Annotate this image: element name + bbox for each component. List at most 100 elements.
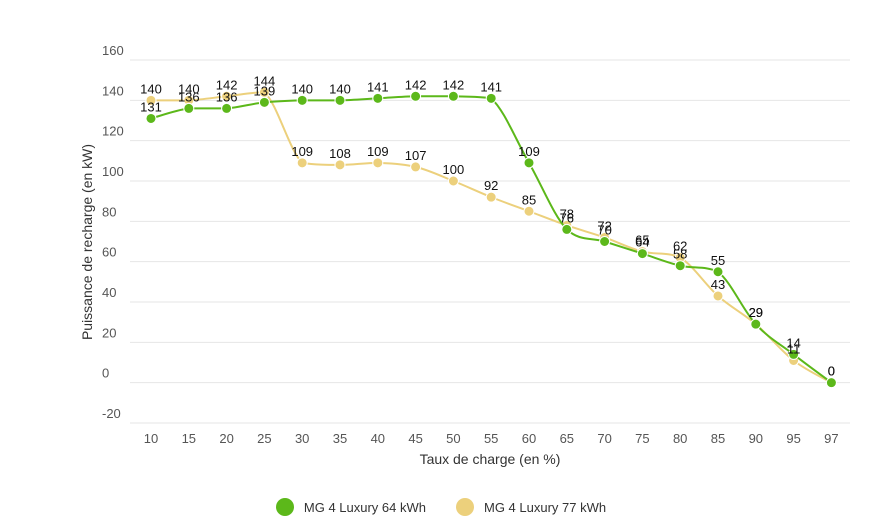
y-axis-title: Puissance de recharge (en kW) <box>79 144 95 340</box>
y-tick-label: 140 <box>102 83 124 98</box>
data-point-64kwh[interactable] <box>258 96 270 108</box>
data-label-77kwh: 107 <box>405 148 427 163</box>
data-point-64kwh[interactable] <box>145 112 157 124</box>
data-label-64kwh: 142 <box>443 77 465 92</box>
data-point-77kwh[interactable] <box>712 290 724 302</box>
data-point-64kwh[interactable] <box>825 377 837 389</box>
x-tick-label: 60 <box>522 431 536 446</box>
data-point-64kwh[interactable] <box>788 348 800 360</box>
y-tick-label: 40 <box>102 285 116 300</box>
x-tick-label: 20 <box>219 431 233 446</box>
data-label-64kwh: 70 <box>597 223 611 238</box>
data-label-77kwh: 72 <box>597 218 611 233</box>
data-point-64kwh[interactable] <box>183 102 195 114</box>
series-line-77kwh <box>151 91 832 384</box>
data-point-77kwh[interactable] <box>372 157 384 169</box>
data-label-77kwh: 29 <box>749 305 763 320</box>
data-label-77kwh: 144 <box>254 73 276 88</box>
y-tick-label: 160 <box>102 43 124 58</box>
x-tick-label: 97 <box>824 431 838 446</box>
data-point-64kwh[interactable] <box>372 92 384 104</box>
data-label-77kwh: 65 <box>635 233 649 248</box>
legend-item-77kwh[interactable]: MG 4 Luxury 77 kWh <box>456 498 606 516</box>
data-point-64kwh[interactable] <box>674 260 686 272</box>
x-tick-label: 70 <box>597 431 611 446</box>
data-label-64kwh: 139 <box>254 83 276 98</box>
x-tick-label: 35 <box>333 431 347 446</box>
data-label-64kwh: 29 <box>749 305 763 320</box>
x-tick-label: 45 <box>408 431 422 446</box>
data-label-77kwh: 140 <box>140 81 162 96</box>
data-point-64kwh[interactable] <box>599 236 611 247</box>
data-label-77kwh: 78 <box>560 206 574 221</box>
data-label-64kwh: 136 <box>178 89 200 104</box>
x-tick-label: 10 <box>144 431 158 446</box>
data-point-64kwh[interactable] <box>750 318 762 330</box>
data-label-64kwh: 141 <box>367 79 389 94</box>
data-point-77kwh[interactable] <box>145 94 157 106</box>
series-64kwh <box>145 90 837 389</box>
y-tick-label: -20 <box>102 406 121 421</box>
data-label-64kwh: 14 <box>786 335 800 350</box>
x-tick-label: 50 <box>446 431 460 446</box>
data-label-77kwh: 108 <box>329 146 351 161</box>
grid-lines <box>130 59 850 424</box>
data-point-64kwh[interactable] <box>447 90 459 102</box>
data-label-77kwh: 100 <box>443 162 465 177</box>
data-label-77kwh: 109 <box>367 144 389 159</box>
x-tick-label: 30 <box>295 431 309 446</box>
y-tick-label: 100 <box>102 164 124 179</box>
series-line-64kwh <box>150 95 832 384</box>
data-label-64kwh: 140 <box>329 81 351 96</box>
x-tick-label: 40 <box>371 431 385 446</box>
x-tick-label: 25 <box>257 431 271 446</box>
y-tick-label: 120 <box>102 124 124 139</box>
series-layer <box>145 86 837 389</box>
legend-marker-64kwh <box>275 498 294 516</box>
data-point-64kwh[interactable] <box>712 266 724 278</box>
data-point-77kwh[interactable] <box>221 90 233 102</box>
legend-label-77kwh: MG 4 Luxury 77 kWh <box>484 499 607 515</box>
data-point-64kwh[interactable] <box>296 94 308 106</box>
x-tick-label: 95 <box>786 431 800 446</box>
data-point-64kwh[interactable] <box>523 157 535 169</box>
data-label-77kwh: 0 <box>828 364 835 379</box>
legend-marker-77kwh <box>456 498 474 516</box>
data-point-64kwh[interactable] <box>410 90 422 102</box>
x-tick-label: 90 <box>749 431 763 446</box>
data-point-64kwh[interactable] <box>485 92 497 104</box>
data-point-77kwh[interactable] <box>485 191 497 203</box>
data-point-77kwh[interactable] <box>334 159 346 171</box>
data-point-64kwh[interactable] <box>636 248 648 260</box>
x-tick-label: 15 <box>182 431 196 446</box>
x-tick-label: 85 <box>711 431 725 446</box>
data-label-64kwh: 136 <box>216 89 238 104</box>
data-label-77kwh: 109 <box>291 144 313 159</box>
data-label-64kwh: 140 <box>291 81 313 96</box>
y-tick-label: 80 <box>102 204 116 219</box>
data-point-77kwh[interactable] <box>296 157 308 169</box>
data-point-77kwh[interactable] <box>447 175 459 187</box>
data-point-64kwh[interactable] <box>561 223 573 235</box>
data-point-77kwh[interactable] <box>410 161 422 173</box>
data-label-64kwh: 0 <box>828 364 835 379</box>
data-point-77kwh[interactable] <box>523 205 535 217</box>
data-label-64kwh: 58 <box>673 247 687 262</box>
x-tick-label: 75 <box>635 431 649 446</box>
y-tick-label: 60 <box>102 245 116 260</box>
data-point-64kwh[interactable] <box>334 94 346 106</box>
data-label-64kwh: 76 <box>560 210 574 225</box>
data-label-77kwh: 62 <box>673 239 687 254</box>
data-label-64kwh: 64 <box>635 235 649 250</box>
x-tick-label: 80 <box>673 431 687 446</box>
data-point-64kwh[interactable] <box>221 102 233 114</box>
y-tick-label: 0 <box>102 366 109 381</box>
data-label-64kwh: 131 <box>140 99 162 114</box>
data-label-64kwh: 109 <box>518 144 540 159</box>
data-label-64kwh: 55 <box>711 253 725 268</box>
legend-label-64kwh: MG 4 Luxury 64 kWh <box>303 499 426 515</box>
legend-item-64kwh[interactable]: MG 4 Luxury 64 kWh <box>275 498 426 516</box>
legend: MG 4 Luxury 64 kWh MG 4 Luxury 77 kWh <box>0 498 882 516</box>
data-label-77kwh: 140 <box>178 81 200 96</box>
